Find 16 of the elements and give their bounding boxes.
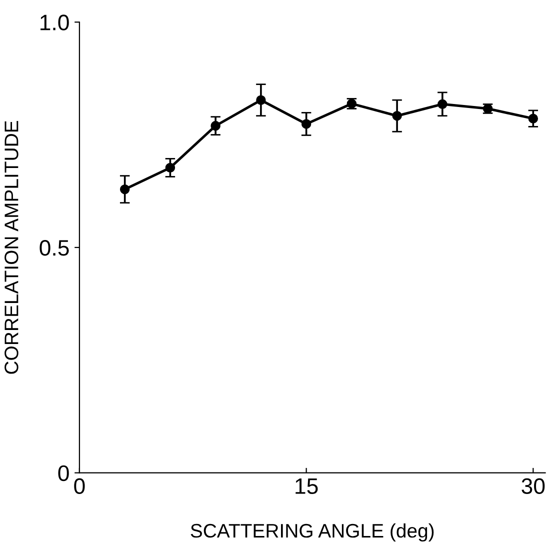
y-axis-title: CORRELATION AMPLITUDE [4,120,18,374]
point [438,99,448,110]
x-axis-title: SCATTERING ANGLE (deg) [190,523,434,542]
y-tick-label: 0 [58,465,69,482]
point [392,111,402,121]
point [301,119,312,129]
x-tick-label: 15 [296,478,318,494]
y-tick-label: 1.0 [40,14,69,30]
x-tick-label: 30 [522,478,545,494]
point [165,162,176,173]
point [120,184,130,194]
point [256,95,266,105]
point [210,120,220,131]
x-tick-label: 0 [74,478,85,494]
y-tick-label: 0.5 [40,240,69,256]
point [528,114,538,124]
